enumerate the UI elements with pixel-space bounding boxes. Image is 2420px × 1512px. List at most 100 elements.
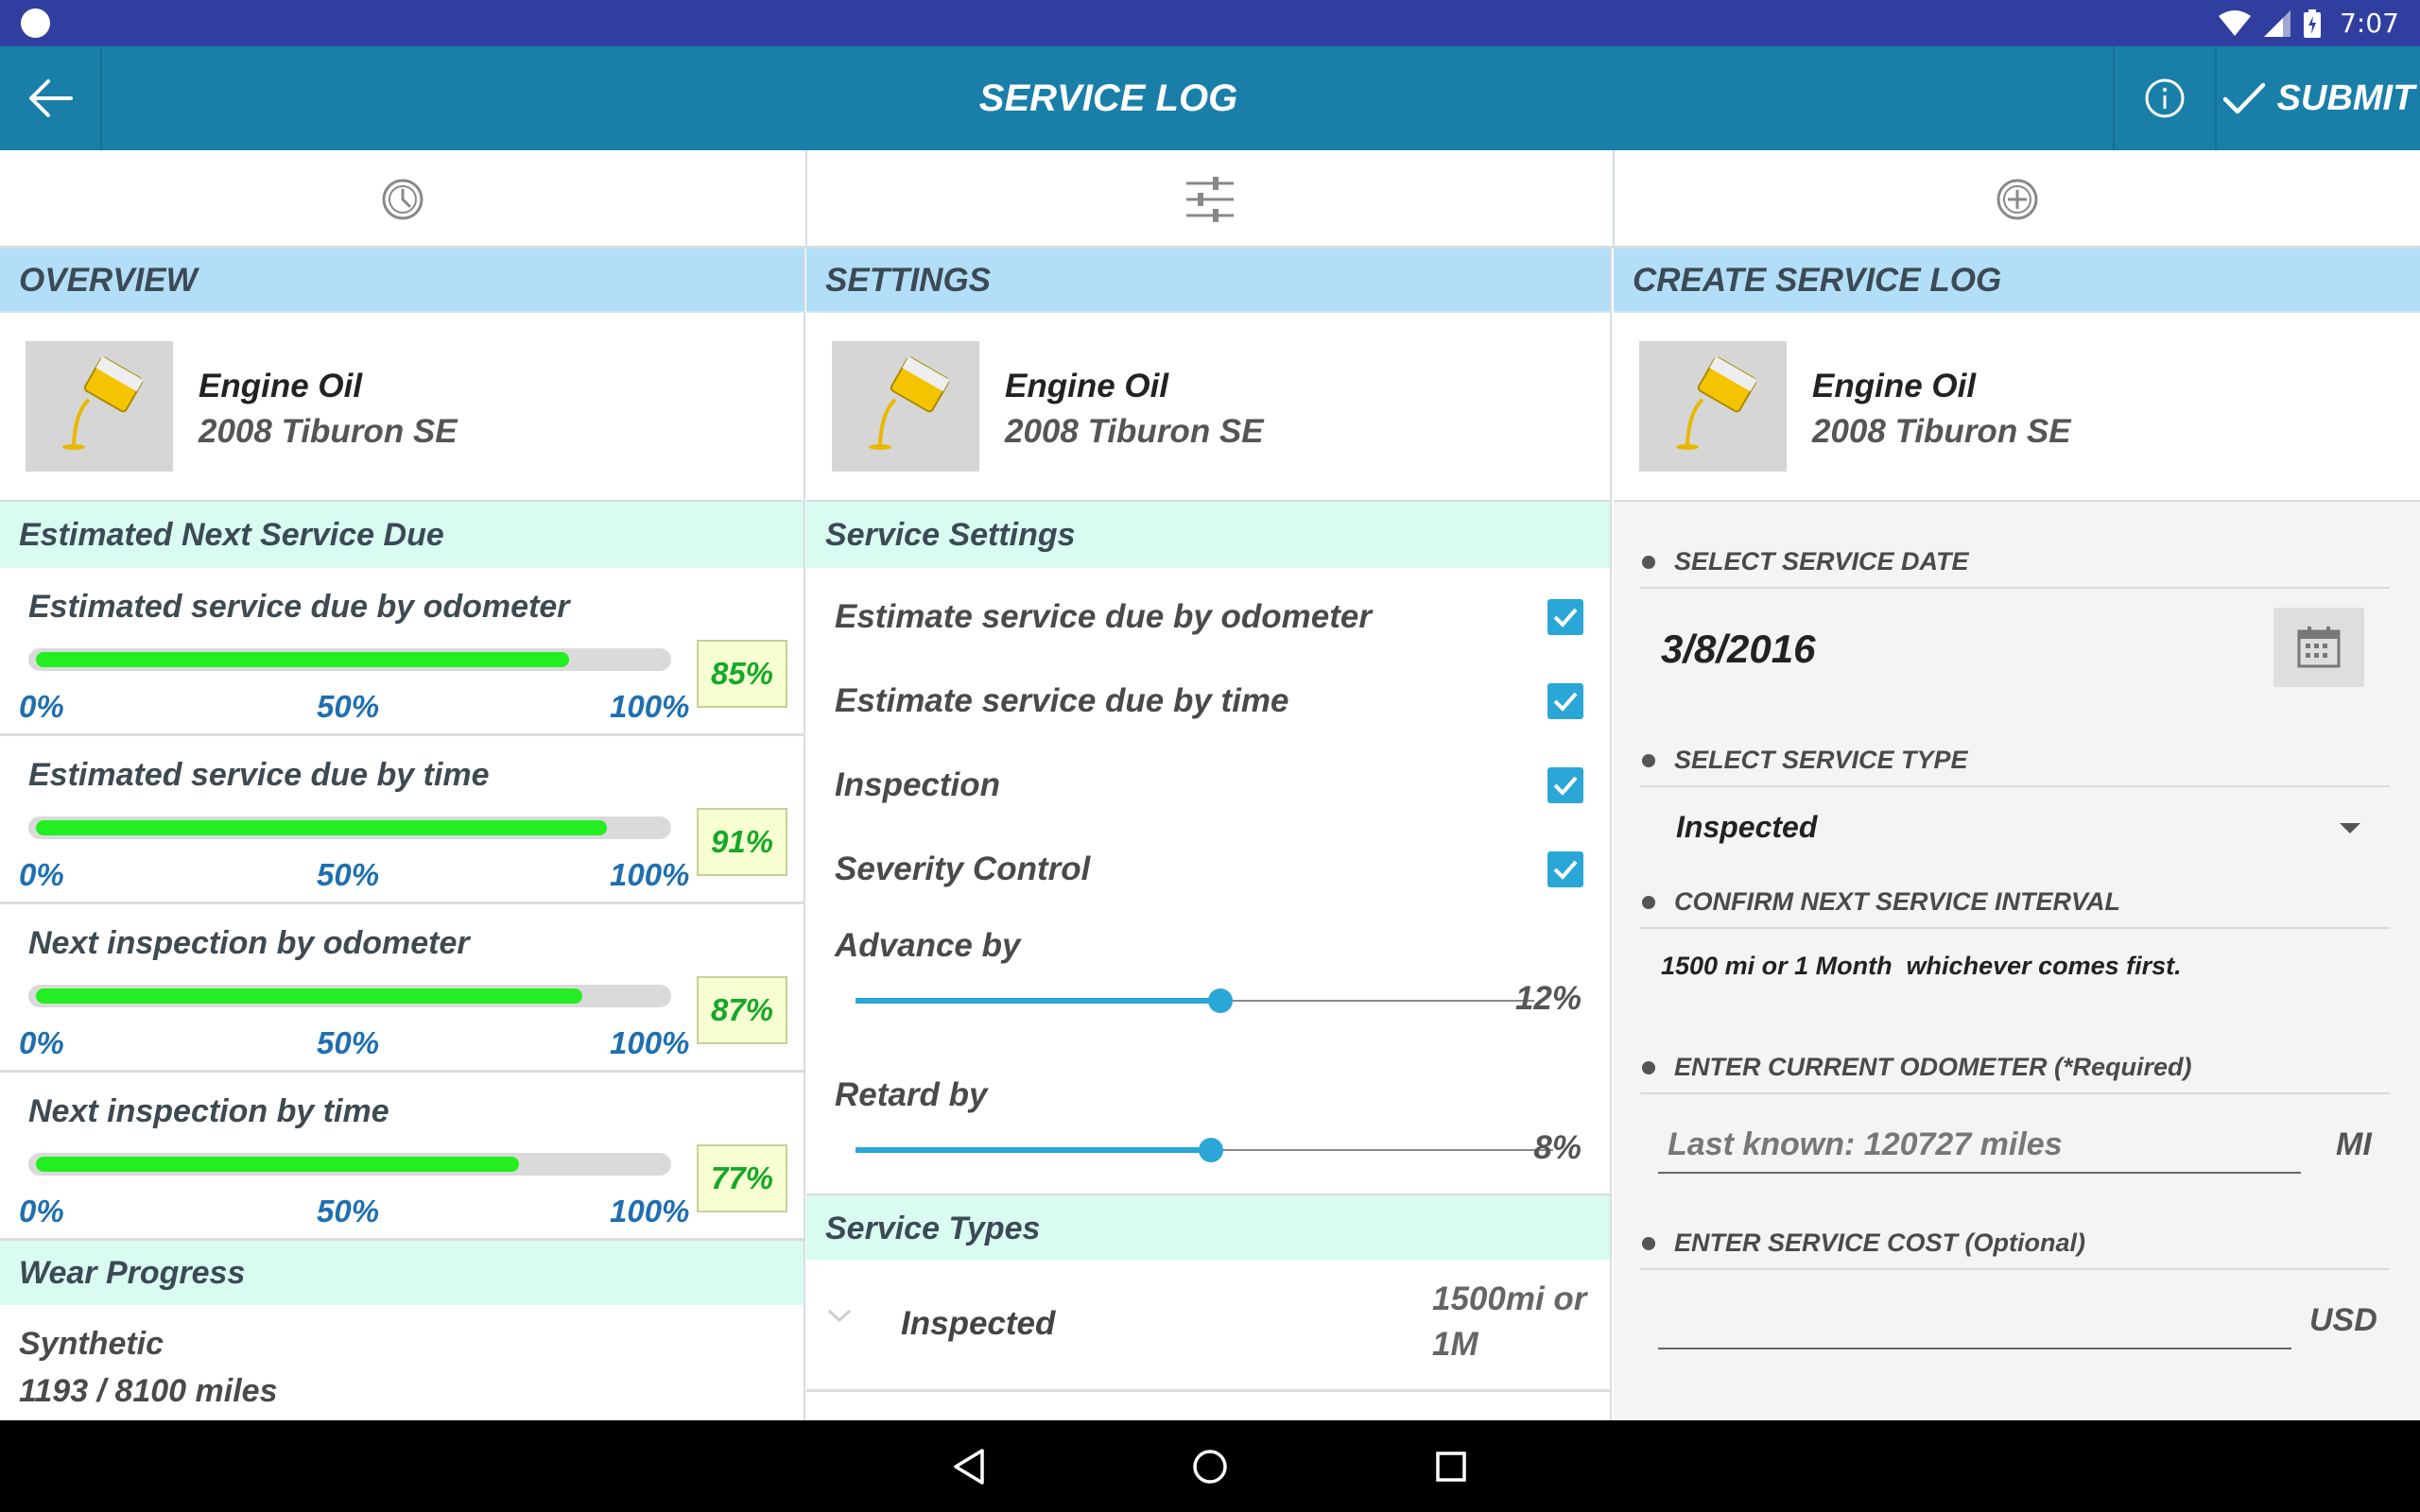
setting-checkbox[interactable] (1547, 767, 1583, 803)
setting-checkbox[interactable] (1547, 851, 1583, 887)
advance-by-knob[interactable] (1208, 988, 1233, 1013)
sliders-icon (1186, 177, 1234, 222)
tab-overview[interactable] (0, 150, 805, 249)
item-name: Engine Oil (199, 368, 363, 404)
submit-label: SUBMIT (2276, 77, 2415, 118)
setting-label: Inspection (835, 766, 1001, 803)
tab-row (0, 150, 2420, 249)
signal-icon (2264, 9, 2291, 37)
back-button[interactable] (0, 46, 102, 150)
tick-label: 0% (19, 1025, 64, 1060)
tick-label: 50% (317, 857, 380, 892)
check-icon (1553, 776, 1578, 796)
service-date-value[interactable]: 3/8/2016 (1661, 627, 1816, 671)
settings-item-card: Engine Oil 2008 Tiburon SE (806, 313, 1610, 502)
service-type-name: Inspected (901, 1305, 1056, 1342)
interval-row: 1500 mi or 1 Month whichever comes first… (1614, 929, 2420, 1038)
vehicle-name: 2008 Tiburon SE (1005, 413, 1264, 450)
setting-checkbox[interactable] (1547, 683, 1583, 719)
setting-checkbox[interactable] (1547, 599, 1583, 635)
submit-button[interactable]: SUBMIT (2217, 46, 2420, 150)
retard-by-knob[interactable] (1199, 1138, 1223, 1162)
overview-panel: OVERVIEW Engine Oil 2008 Tiburon SE Esti… (0, 249, 805, 1420)
item-name: Engine Oil (1812, 368, 1977, 404)
setting-row: Severity Control (806, 830, 1610, 914)
odometer-label: ENTER CURRENT ODOMETER (*Required) (1640, 1038, 2390, 1094)
tick-label: 100% (610, 1194, 690, 1228)
retard-by-slider: Retard by 8% (806, 1063, 1610, 1212)
progress-fill (36, 1157, 519, 1172)
interval-label: CONFIRM NEXT SERVICE INTERVAL (1640, 872, 2390, 929)
setting-label: Severity Control (835, 850, 1091, 887)
create-panel: CREATE SERVICE LOG Engine Oil 2008 Tibur… (1614, 249, 2420, 1420)
progress-track (28, 1153, 671, 1176)
status-bar: 7:07 (0, 0, 2420, 46)
info-button[interactable] (2113, 46, 2217, 150)
nav-recents-button[interactable] (1404, 1420, 1498, 1512)
oil-can-icon (26, 341, 173, 472)
overview-heading: OVERVIEW (0, 249, 804, 313)
nav-home-button[interactable] (1163, 1420, 1257, 1512)
clock-icon (382, 179, 424, 220)
tick-label: 0% (19, 857, 64, 892)
calendar-button[interactable] (2273, 608, 2364, 687)
progress-ticks: 0% 50% 100% (19, 857, 690, 895)
tick-label: 0% (19, 1194, 64, 1228)
overview-item-card: Engine Oil 2008 Tiburon SE (0, 313, 804, 502)
nav-home-icon (1193, 1449, 1227, 1484)
service-type-select[interactable]: Inspected (1614, 787, 2420, 872)
tab-settings[interactable] (805, 150, 1613, 249)
tick-label: 100% (610, 689, 690, 724)
service-date-label: SELECT SERVICE DATE (1640, 532, 2390, 589)
service-type-value: Inspected (1676, 810, 1818, 844)
checkbox-list: Estimate service due by odometer Estimate… (806, 568, 1610, 914)
tick-label: 100% (610, 1025, 690, 1060)
progress-percent: 77% (697, 1144, 787, 1212)
check-icon (1553, 692, 1578, 712)
progress-track (28, 648, 671, 671)
cost-unit: USD (2309, 1302, 2377, 1338)
service-types-heading: Service Types (806, 1194, 1610, 1260)
progress-percent: 87% (697, 976, 787, 1044)
next-service-heading: Estimated Next Service Due (0, 502, 804, 568)
tab-create[interactable] (1613, 150, 2420, 249)
app-bar: SERVICE LOG SUBMIT (0, 46, 2420, 150)
oil-can-icon (832, 341, 979, 472)
wear-miles: 1193 / 8100 miles (19, 1373, 278, 1409)
tick-label: 50% (317, 689, 380, 724)
info-icon (2145, 78, 2185, 118)
settings-panel: SETTINGS Engine Oil 2008 Tiburon SE Serv… (806, 249, 1612, 1420)
progress-item: Next inspection by time 0% 50% 100% 77% (0, 1073, 804, 1241)
service-type-label: SELECT SERVICE TYPE (1640, 730, 2390, 787)
vehicle-name: 2008 Tiburon SE (1812, 413, 2071, 450)
progress-list: Estimated service due by odometer 0% 50% 10… (0, 568, 804, 1241)
progress-item: Estimated service due by time 0% 50% 100% 91… (0, 736, 804, 904)
progress-label: Estimated service due by time (28, 757, 490, 793)
odometer-unit: MI (2336, 1126, 2372, 1162)
wear-progress-body: Synthetic 1193 / 8100 miles (0, 1305, 804, 1420)
nav-back-icon (954, 1448, 984, 1485)
setting-row: Inspection (806, 746, 1610, 830)
notification-dot-icon (21, 9, 50, 38)
wifi-icon (2219, 9, 2252, 36)
chevron-down-icon (827, 1309, 852, 1323)
progress-label: Estimated service due by odometer (28, 589, 570, 625)
setting-row: Estimate service due by odometer (806, 577, 1610, 662)
service-type-interval: 1500mi or 1M (1432, 1280, 1587, 1363)
tick-label: 100% (610, 857, 690, 892)
odometer-input[interactable]: Last known: 120727 miles (1658, 1117, 2301, 1174)
retard-by-label: Retard by (835, 1076, 988, 1113)
plus-circle-icon (1996, 179, 2038, 220)
odometer-row: Last known: 120727 miles MI (1614, 1094, 2420, 1232)
wear-type: Synthetic (19, 1326, 164, 1362)
create-heading: CREATE SERVICE LOG (1614, 249, 2420, 313)
check-icon (2222, 82, 2265, 114)
calendar-icon (2297, 627, 2341, 668)
advance-by-slider: Advance by 12% (806, 914, 1610, 1063)
progress-item: Next inspection by odometer 0% 50% 100% 87% (0, 904, 804, 1073)
progress-track (28, 985, 671, 1007)
nav-back-button[interactable] (922, 1420, 1016, 1512)
service-type-row[interactable]: Inspected 1500mi or 1M (806, 1260, 1610, 1392)
retard-by-value: 8% (1533, 1129, 1582, 1166)
cost-input[interactable] (1658, 1293, 2291, 1349)
